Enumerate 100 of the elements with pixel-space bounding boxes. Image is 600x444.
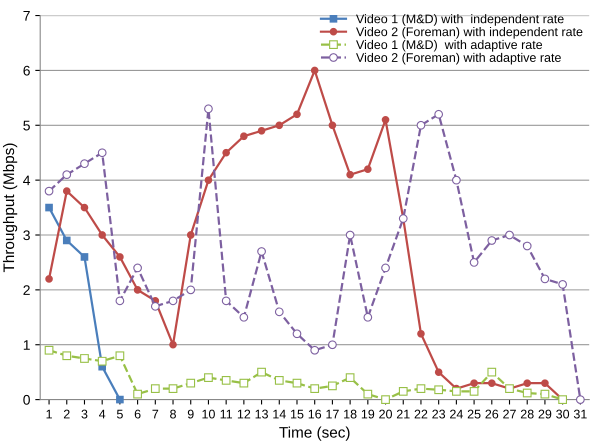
- point: [310, 66, 319, 74]
- point: [239, 312, 248, 322]
- legend-label: Video 2 (Foreman) with independent rate: [356, 27, 582, 39]
- x-tick-label: 22: [414, 410, 428, 418]
- point: [240, 132, 248, 140]
- x-axis-title: Time (sec): [279, 426, 350, 441]
- x-tick-label: 13: [256, 410, 268, 419]
- point: [381, 264, 390, 272]
- point: [45, 204, 53, 212]
- point: [346, 373, 354, 382]
- point: [522, 388, 532, 398]
- point: [434, 385, 444, 394]
- point: [62, 187, 71, 195]
- x-tick-label: 1: [46, 410, 52, 418]
- point: [80, 204, 88, 212]
- x-tick-label: 3: [81, 410, 88, 419]
- point: [416, 384, 426, 393]
- point: [363, 390, 372, 398]
- point: [98, 231, 106, 239]
- y-tick-label: 7: [23, 11, 30, 21]
- x-tick-label: 9: [188, 410, 194, 419]
- point: [417, 330, 425, 338]
- point: [328, 340, 337, 350]
- point: [186, 378, 196, 388]
- point: [558, 280, 568, 289]
- point: [98, 148, 107, 158]
- x-tick-label: 23: [432, 410, 446, 419]
- y-tick-label: 1: [24, 340, 30, 350]
- point: [274, 376, 284, 385]
- point: [257, 247, 266, 256]
- x-tick-label: 19: [362, 410, 374, 419]
- point: [541, 379, 549, 387]
- y-tick-label: 0: [23, 394, 30, 405]
- point: [98, 356, 107, 366]
- x-tick-label: 21: [396, 410, 410, 418]
- point: [116, 253, 124, 261]
- point: [523, 379, 532, 387]
- point: [258, 126, 266, 135]
- point: [505, 230, 514, 240]
- point: [363, 312, 372, 322]
- point: [222, 376, 231, 385]
- x-tick-label: 4: [98, 410, 106, 418]
- point: [470, 379, 478, 387]
- point: [239, 378, 248, 388]
- x-tick-label: 17: [326, 410, 339, 418]
- x-tick-label: 31: [574, 410, 587, 419]
- point: [134, 286, 142, 294]
- point: [434, 110, 444, 119]
- x-tick-label: 30: [556, 410, 570, 419]
- x-tick-label: 7: [152, 410, 158, 418]
- point: [150, 302, 160, 311]
- x-tick-label: 8: [170, 410, 176, 419]
- x-tick-label: 16: [308, 410, 322, 419]
- point: [364, 165, 372, 173]
- point: [80, 253, 88, 261]
- point: [44, 186, 54, 196]
- x-tick-label: 2: [64, 410, 70, 418]
- point: [434, 368, 442, 376]
- x-tick-label: 14: [273, 410, 286, 418]
- x-tick-label: 15: [290, 410, 304, 419]
- x-tick-label: 24: [450, 410, 463, 418]
- y-tick-label: 2: [23, 285, 30, 295]
- x-tick-label: 10: [202, 410, 215, 419]
- point: [576, 395, 585, 404]
- point: [381, 395, 390, 404]
- point: [328, 382, 337, 390]
- legend-label: Video 2 (Foreman) with adaptive rate: [356, 52, 561, 64]
- point: [116, 296, 124, 306]
- point: [257, 368, 266, 377]
- point: [133, 264, 142, 272]
- point: [292, 329, 302, 338]
- point: [62, 351, 72, 360]
- point: [116, 396, 124, 404]
- point: [293, 110, 301, 118]
- x-tick-label: 18: [344, 410, 357, 419]
- x-tick-label: 5: [116, 410, 123, 419]
- point: [275, 121, 284, 130]
- y-tick-label: 5: [23, 120, 30, 130]
- x-tick-label: 20: [379, 410, 392, 419]
- point: [540, 274, 550, 284]
- point: [328, 121, 336, 130]
- point: [116, 351, 124, 360]
- point: [487, 236, 496, 245]
- point: [169, 340, 177, 349]
- x-tick-label: 25: [468, 410, 481, 419]
- point: [44, 346, 54, 355]
- point: [133, 390, 142, 398]
- point: [168, 296, 178, 306]
- point: [292, 378, 302, 388]
- point: [522, 242, 532, 250]
- legend-label: Video 1 (M&D) with independent rate: [356, 14, 564, 26]
- point: [80, 354, 89, 363]
- point: [204, 104, 213, 114]
- point: [310, 346, 320, 355]
- point: [488, 379, 496, 387]
- point: [80, 159, 89, 168]
- point: [45, 275, 53, 283]
- x-tick-label: 27: [503, 410, 516, 418]
- point: [62, 170, 72, 180]
- y-tick-label: 4: [23, 176, 30, 186]
